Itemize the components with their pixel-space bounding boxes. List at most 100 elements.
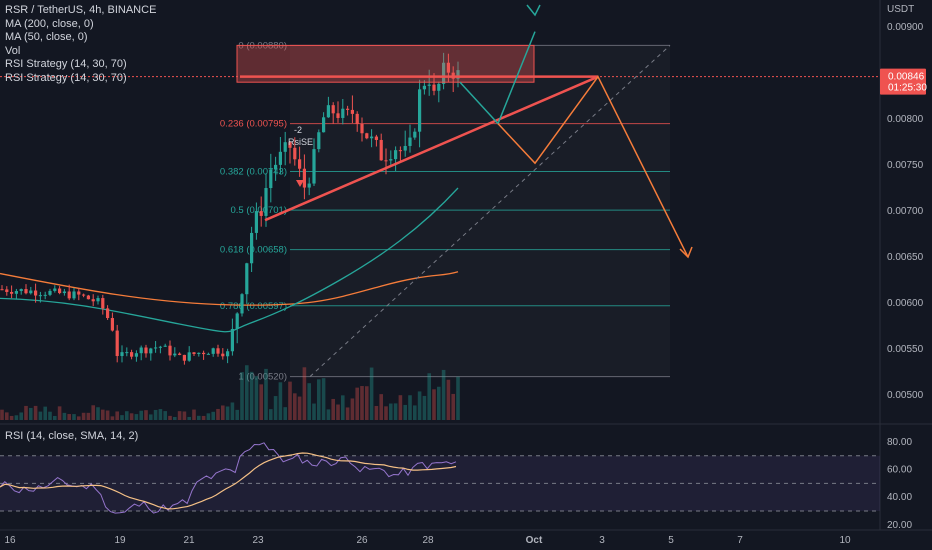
volume-bar [249,371,254,420]
candle-body [365,133,369,139]
volume-bar [379,394,383,420]
volume-bar [417,391,422,420]
fib-level-label: 0.618 (0.00658) [220,245,287,256]
candle-body [0,289,4,291]
candle-body [394,150,398,160]
rsi-strategy-label[interactable]: RSI Strategy (14, 30, 70) [5,58,127,70]
time-tick-label: 7 [737,535,743,546]
volume-bar [259,384,263,420]
candle-body [106,308,110,319]
fib-background [290,45,670,377]
signal-count: -2 [294,125,302,135]
rsi-legend[interactable]: RSI (14, close, SMA, 14, 2) [5,430,139,442]
candle-body [29,290,33,294]
candle-body [293,147,297,160]
volume-bar [408,395,412,420]
candle-body [432,84,436,91]
rsi-tick-label: 60.00 [887,465,912,476]
volume-bar [216,408,220,420]
drawings[interactable]: -2 RsiSE [0,4,880,377]
ma50-label[interactable]: MA (50, close, 0) [5,31,88,43]
rsi-strategy-label[interactable]: RSI Strategy (14, 30, 70) [5,71,127,84]
candle-body [43,294,47,296]
rsi-pane: 80.00 60.00 40.00 20.00 [0,437,912,531]
candle-body [14,291,18,294]
volume-bar [33,405,38,420]
volume-bar [293,393,297,420]
volume-bar [355,387,359,420]
candle-body [269,169,273,189]
chart-legend: RSR / TetherUS, 4h, BINANCE MA (200, clo… [5,4,156,85]
candle-body [96,298,100,302]
time-tick-label: 28 [422,535,434,546]
time-tick-label: 26 [356,535,368,546]
candle-body [182,354,186,361]
symbol-label[interactable]: RSR / TetherUS, 4h, BINANCE [5,4,157,16]
volume-bar [14,415,19,420]
candle-body [418,89,422,132]
candle-body [398,150,402,152]
candle-body [322,117,326,133]
volume-bar [427,373,431,420]
ma200-label[interactable]: MA (200, close, 0) [5,17,94,30]
arrowhead-orange [679,246,693,259]
candle-body [158,346,162,348]
fib-retracement[interactable]: 0 (0.00880)0.236 (0.00795)0.382 (0.00743… [220,40,670,383]
candle-body [5,289,9,292]
volume-bar [129,413,134,420]
volume-bars [0,365,460,420]
candle-body [259,211,263,216]
candle-body [72,291,76,299]
volume-bar [245,365,249,420]
price-tick-label: 0.00700 [887,206,924,217]
candle-body [216,348,220,354]
volume-bar [187,416,191,420]
candle-body [197,352,201,354]
candle-body [24,289,28,294]
candle-body [422,85,426,90]
candle-body [254,211,258,233]
candle-body [312,149,316,184]
volume-bar [374,405,379,420]
volume-bar [302,367,307,420]
candle-body [446,62,450,73]
candle-body [384,160,388,162]
candle-body [10,291,14,294]
volume-bar [307,383,311,420]
currency-label: USDT [887,4,914,15]
candles [0,52,460,365]
candle-body [274,164,278,170]
candle-body [331,105,335,114]
dashed-diagonal [309,45,671,377]
candle-body [168,345,172,356]
candle-body [442,62,446,84]
volume-bar [403,404,407,420]
volume-bar [254,376,259,420]
volume-bar [384,406,388,420]
volume-bar [110,416,115,420]
volume-bar [331,398,335,420]
volume-bar [278,382,283,420]
candle-body [58,288,62,294]
candle-body [120,352,124,357]
candle-body [278,151,282,165]
volume-bar [441,369,446,420]
volume-bar [341,395,345,420]
time-axis[interactable]: 16 19 21 23 26 28 Oct 3 5 7 10 [4,535,851,546]
time-tick-label: 23 [252,535,264,546]
candle-body [370,136,374,139]
volume-bar [211,411,215,420]
volume-bar [134,414,139,420]
volume-bar [120,415,124,420]
candle-body [389,159,393,161]
volume-bar [264,368,268,420]
candle-body [192,352,196,354]
price-axis[interactable]: 0.009000.008500.008000.007500.007000.006… [880,4,927,401]
volume-label[interactable]: Vol [5,44,21,57]
time-tick-label: 21 [183,535,195,546]
volume-bar [201,415,206,420]
candle-body [211,348,215,354]
volume-bar [24,405,28,420]
candle-body [403,145,407,151]
